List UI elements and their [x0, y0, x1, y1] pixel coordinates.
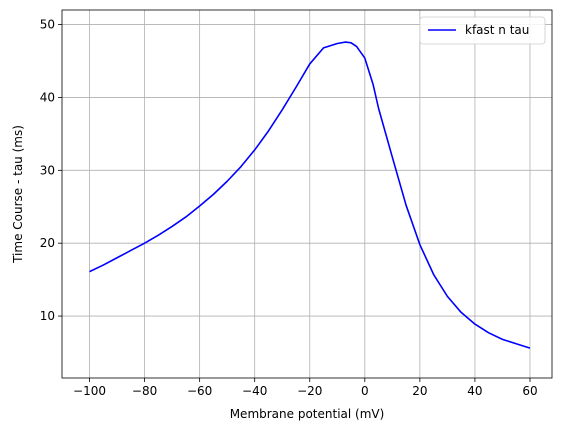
x-tick-label: −80 — [132, 384, 157, 398]
x-tick-label: 60 — [522, 384, 537, 398]
x-tick-label: 40 — [467, 384, 482, 398]
legend-box — [419, 16, 546, 45]
legend-label: kfast n tau — [465, 23, 529, 37]
series-layer — [89, 41, 531, 349]
x-axis-label: Membrane potential (mV) — [230, 407, 385, 421]
y-axis-label: Time Course - tau (ms) — [11, 125, 25, 264]
x-tick-label: −40 — [242, 384, 267, 398]
x-tick-label: −20 — [297, 384, 322, 398]
series-line-1 — [89, 41, 531, 349]
x-tick-label: 20 — [412, 384, 427, 398]
x-tick-label: −60 — [187, 384, 212, 398]
x-tick-label: −100 — [73, 384, 106, 398]
y-tick-label: 40 — [40, 90, 55, 104]
y-axis-ticks: 10 20 30 40 50 — [40, 18, 62, 323]
x-axis-ticks: −100 −80 −60 −40 −20 0 20 40 60 — [73, 378, 538, 398]
x-tick-label: 0 — [361, 384, 369, 398]
y-tick-label: 20 — [40, 236, 55, 250]
legend: kfast n tau — [419, 16, 546, 45]
y-tick-label: 30 — [40, 163, 55, 177]
y-tick-label: 50 — [40, 18, 55, 32]
y-tick-label: 10 — [40, 309, 55, 323]
plot-frame — [61, 9, 553, 379]
